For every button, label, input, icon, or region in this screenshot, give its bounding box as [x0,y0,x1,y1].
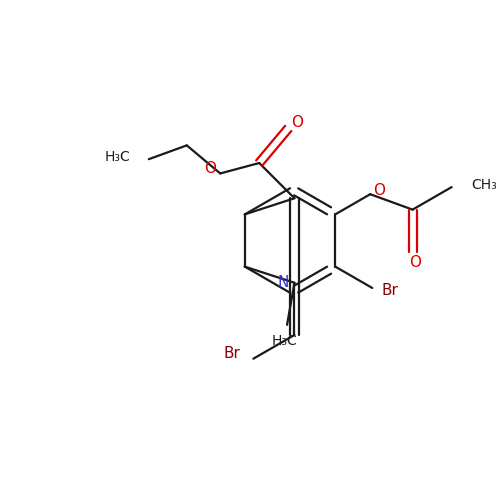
Text: Br: Br [224,346,240,362]
Text: H₃C: H₃C [272,334,297,348]
Text: O: O [291,116,303,130]
Text: N: N [278,276,289,290]
Text: O: O [373,183,385,198]
Text: CH₃: CH₃ [472,178,498,192]
Text: H₃C: H₃C [105,150,131,164]
Text: O: O [409,256,421,270]
Text: O: O [204,161,216,176]
Text: Br: Br [382,283,398,298]
